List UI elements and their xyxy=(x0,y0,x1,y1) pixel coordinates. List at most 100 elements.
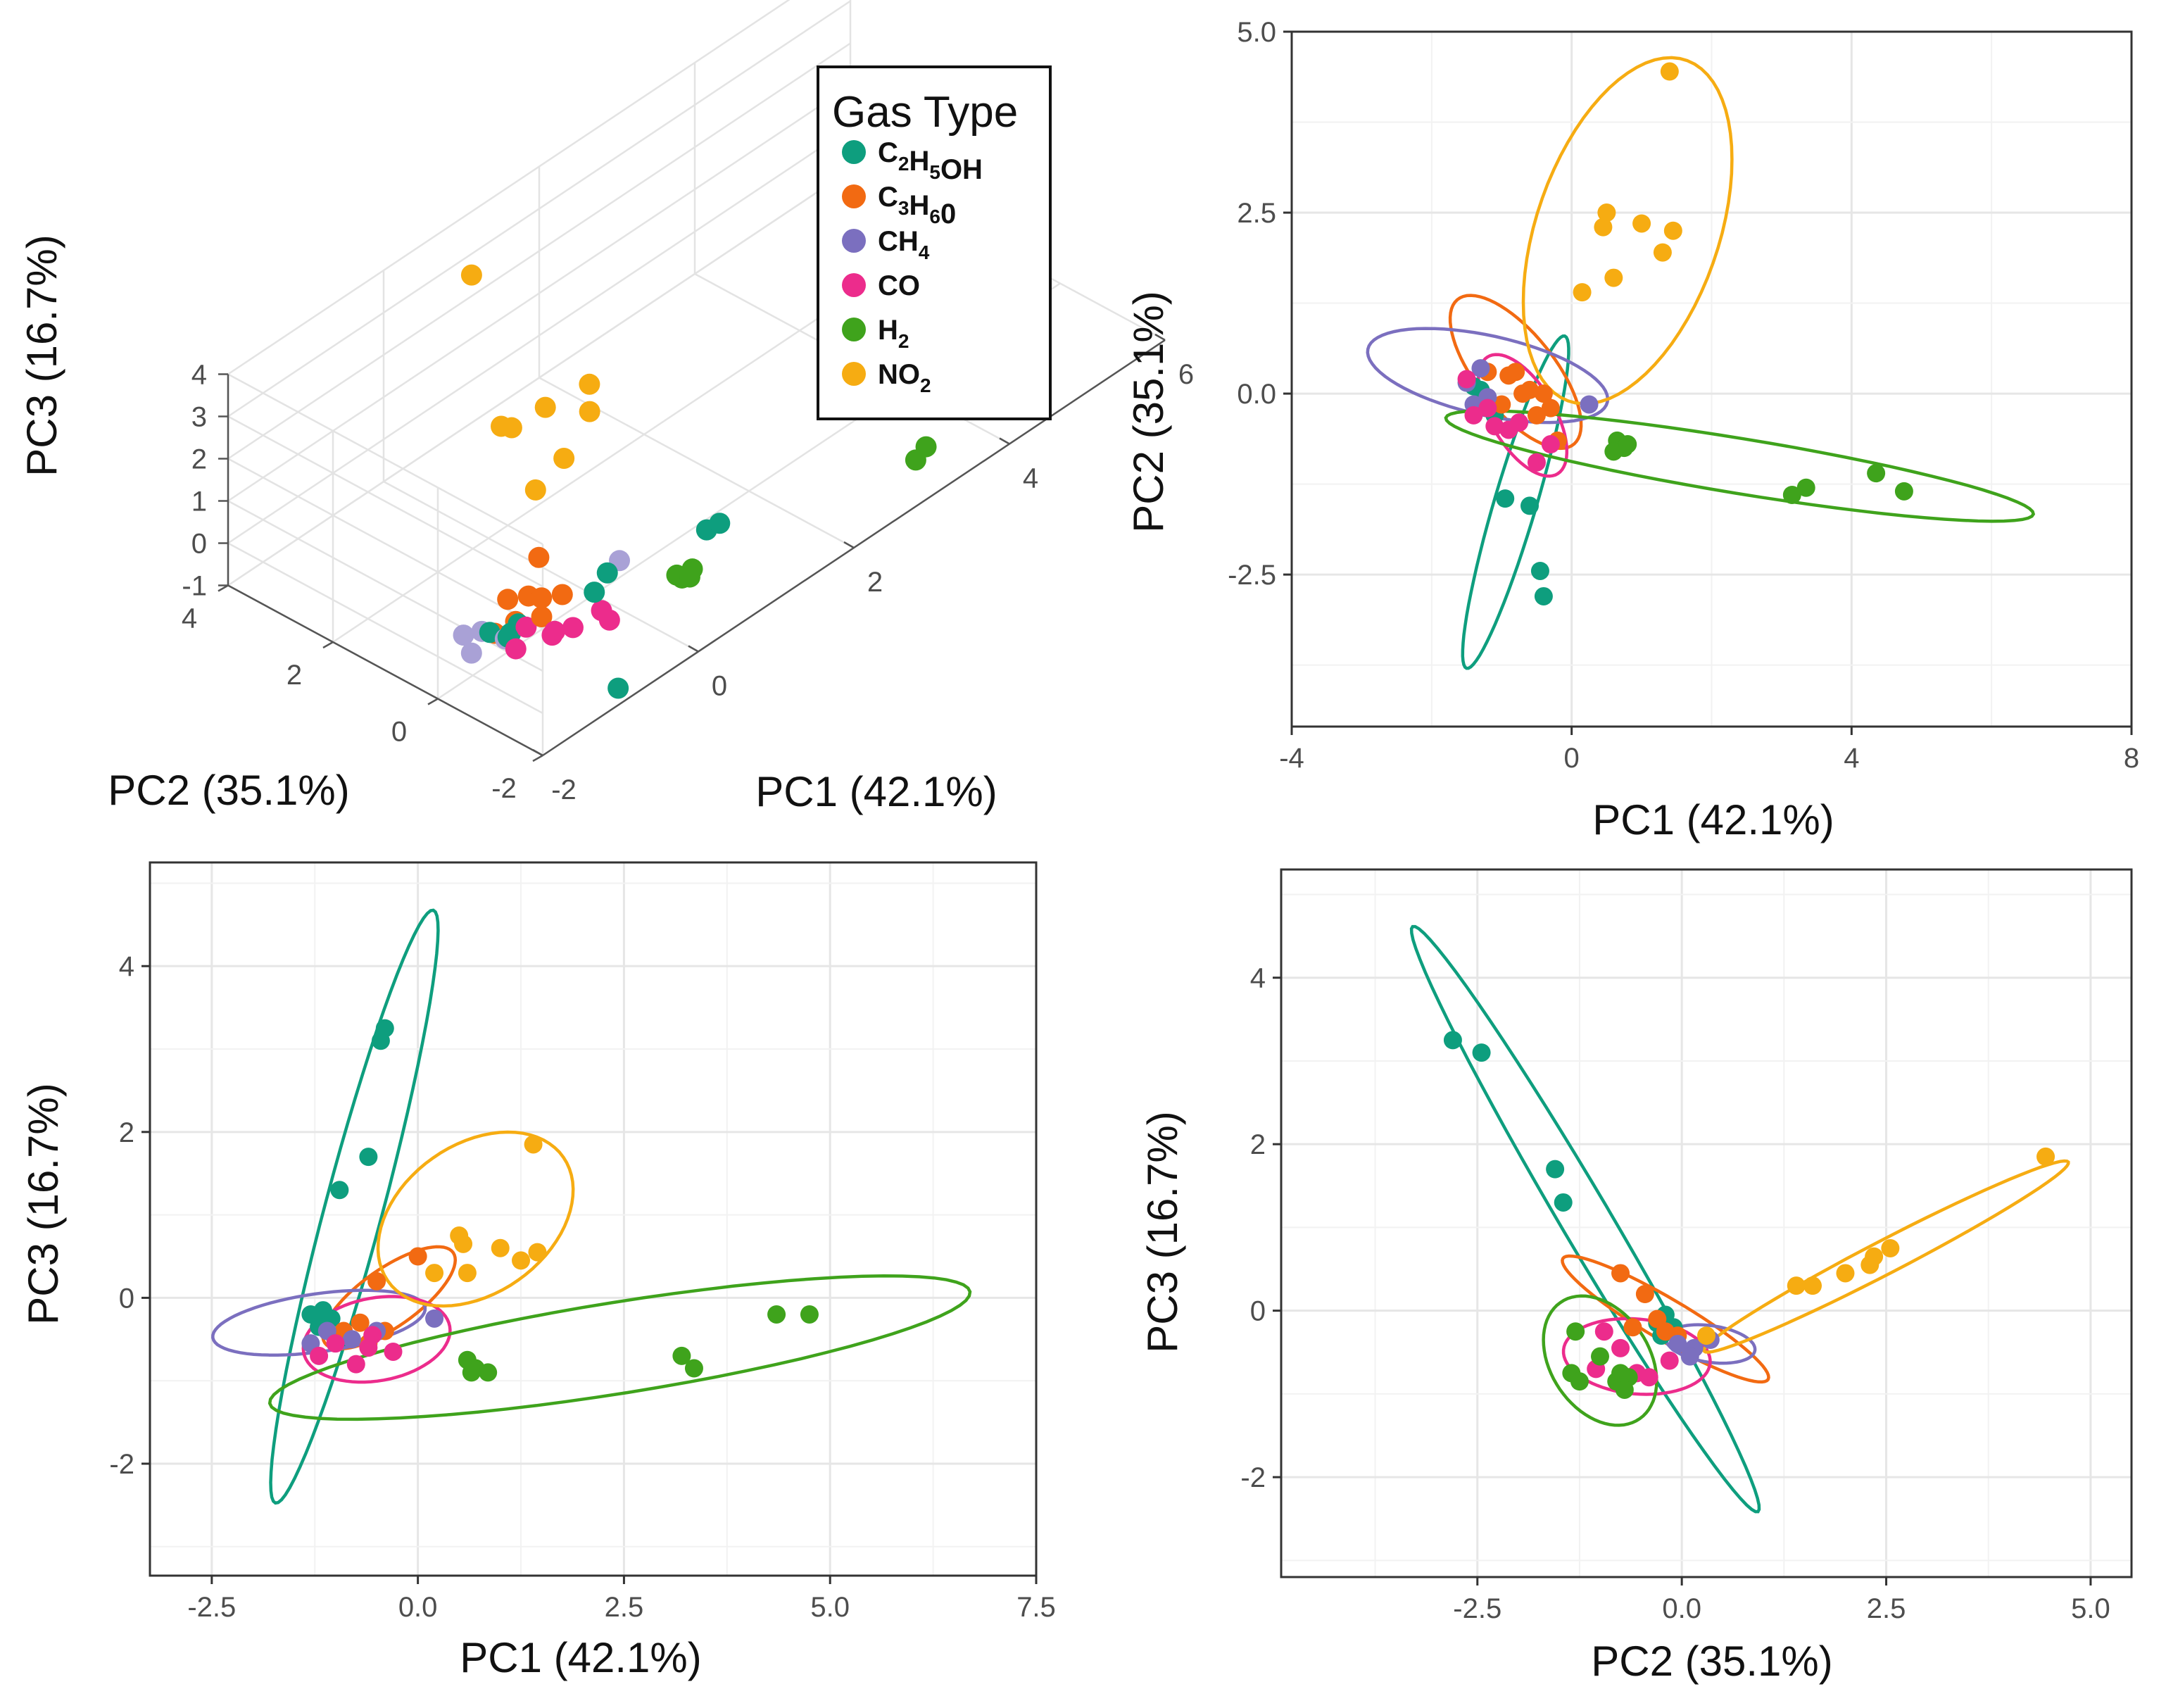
x-tick-label: 2 xyxy=(867,567,883,598)
legend-label-co: CO xyxy=(878,270,920,301)
pc1pc2-ylabel: PC2 (35.1%) xyxy=(1125,291,1172,532)
x-tick-mark xyxy=(688,645,699,653)
point-h2 xyxy=(1796,478,1815,497)
grid-line xyxy=(227,373,543,546)
point-no2 xyxy=(524,1135,543,1154)
point-h2 xyxy=(479,1363,498,1382)
point-no2 xyxy=(1594,218,1613,237)
point-c3h6o xyxy=(367,1271,386,1291)
pc1pc2-xlabel: PC1 (42.1%) xyxy=(1592,796,1834,843)
point-no2 xyxy=(454,1234,473,1253)
point-ch4 xyxy=(453,624,474,646)
pc2pc3-frame xyxy=(1280,868,2133,1578)
confidence-ellipse-co xyxy=(1477,353,1569,478)
point-c3h6o xyxy=(1611,1264,1630,1283)
x-tick-label: 4 xyxy=(1844,743,1859,774)
pc1pc3-ylabel: PC3 (16.7%) xyxy=(20,1083,67,1324)
confidence-ellipse-no2 xyxy=(1702,1159,2070,1354)
grid-line xyxy=(227,415,543,588)
point-no2 xyxy=(1573,283,1592,302)
point-co xyxy=(562,617,584,639)
pc2pc3-grid xyxy=(1281,869,2132,1577)
point-c2h5oh xyxy=(1554,1193,1573,1212)
x-tick-label: 6 xyxy=(1178,359,1194,390)
point-no2 xyxy=(1881,1238,1900,1257)
point-no2 xyxy=(1803,1276,1822,1295)
point-co xyxy=(515,616,537,638)
point-c3h6o xyxy=(351,1313,370,1332)
confidence-ellipse-c3h6o xyxy=(321,1245,458,1351)
point-co xyxy=(1611,1338,1630,1357)
pc2pc3-ylabel: PC3 (16.7%) xyxy=(1139,1111,1186,1352)
point-h2 xyxy=(1570,1372,1589,1391)
pc1-pc2-panel: PC1 (42.1%) PC2 (35.1%) -4 0 4 8 5.0 2.5 0.0 -2… xyxy=(1125,17,2139,843)
point-co xyxy=(1510,413,1529,432)
point-c3h6o xyxy=(531,587,553,609)
point-co xyxy=(384,1342,403,1361)
point-c2h5oh xyxy=(584,582,605,603)
x-tick-label: 0 xyxy=(712,671,727,702)
point-co xyxy=(1541,435,1560,454)
pc1-pc3-panel: PC1 (42.1%) PC3 (16.7%) -2.5 0.0 2.5 5.0 7.5… xyxy=(20,861,1056,1681)
x-tick-mark xyxy=(999,437,1010,445)
point-c2h5oh xyxy=(1443,1031,1462,1050)
point-c2h5oh xyxy=(1496,489,1515,508)
confidence-ellipse-c3h6o xyxy=(1561,1254,1770,1384)
x-tick-label: 5.0 xyxy=(2071,1593,2110,1624)
point-co xyxy=(1464,406,1483,425)
z-tick-label: 2 xyxy=(191,444,207,475)
point-c3h6o xyxy=(497,589,519,610)
y-tick-label: 4 xyxy=(119,951,134,982)
grid-line xyxy=(227,542,543,715)
grid-line xyxy=(227,458,543,630)
point-h2 xyxy=(462,1363,481,1382)
grid-line xyxy=(227,0,851,417)
confidence-ellipse-c2h5oh xyxy=(1461,334,1570,670)
y-tick-label: 2 xyxy=(1250,1129,1266,1160)
point-no2 xyxy=(1604,268,1623,287)
point-c3h6o xyxy=(1506,363,1525,382)
point-no2 xyxy=(534,396,556,418)
point-no2 xyxy=(1597,203,1616,222)
z-tick-label: 1 xyxy=(191,486,207,517)
point-c2h5oh xyxy=(596,562,618,584)
point-h2 xyxy=(672,1346,691,1365)
legend-label-ch4: CH4 xyxy=(878,226,930,263)
point-c3h6o xyxy=(1513,384,1532,403)
legend-swatch-c2h5oh xyxy=(842,140,866,164)
pca-3d-ylabel: PC2 (35.1%) xyxy=(108,767,349,814)
grid-line xyxy=(227,127,851,544)
confidence-ellipse-c2h5oh xyxy=(1409,924,1761,1514)
y-tick-mark xyxy=(427,698,439,705)
y-tick-label: 4 xyxy=(182,603,197,634)
legend-swatch-co xyxy=(842,273,866,297)
legend-swatch-h2 xyxy=(842,318,866,341)
legend-swatch-no2 xyxy=(842,362,866,386)
point-co xyxy=(326,1334,345,1353)
confidence-ellipse-c2h5oh xyxy=(269,908,440,1505)
confidence-ellipse-h2 xyxy=(1542,1294,1658,1427)
point-c2h5oh xyxy=(607,677,629,699)
point-ch4 xyxy=(342,1330,361,1349)
y-tick-label: 2 xyxy=(287,660,302,691)
pc1pc3-xlabel: PC1 (42.1%) xyxy=(460,1634,701,1681)
pca-3d-xlabel: PC1 (42.1%) xyxy=(755,768,997,815)
grid-line xyxy=(227,169,851,586)
legend-label-c3h6o: C3H60 xyxy=(878,182,956,230)
z-tick-label: 0 xyxy=(191,529,207,560)
pca-3d-zlabel: PC3 (16.7%) xyxy=(18,234,65,476)
z-tick-label: 3 xyxy=(191,402,207,433)
point-h2 xyxy=(1566,1322,1585,1341)
x-tick-label: 2.5 xyxy=(1867,1593,1906,1624)
point-h2 xyxy=(767,1305,786,1324)
point-no2 xyxy=(1697,1326,1715,1345)
point-h2 xyxy=(679,566,700,588)
point-h2 xyxy=(905,449,926,471)
x-tick-mark xyxy=(843,541,855,549)
point-no2 xyxy=(1860,1255,1879,1274)
legend-swatch-ch4 xyxy=(842,229,866,253)
y-tick-label: 2 xyxy=(119,1117,134,1148)
